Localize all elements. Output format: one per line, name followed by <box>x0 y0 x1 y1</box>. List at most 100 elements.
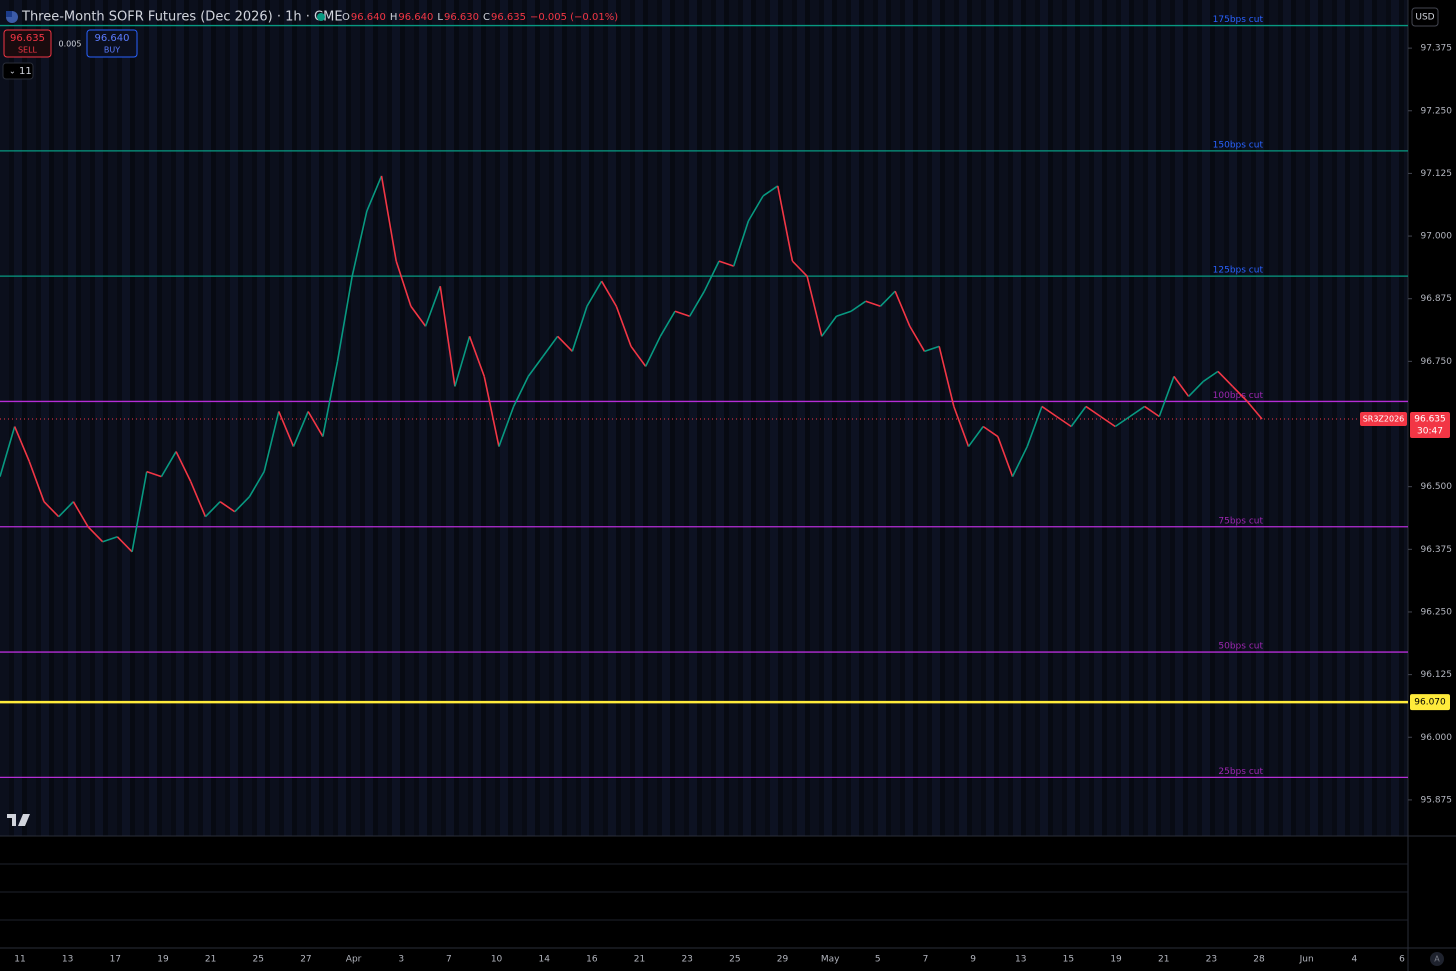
spread: 0.005 <box>59 40 82 49</box>
price-segment <box>263 411 280 472</box>
price-segment <box>644 335 662 367</box>
price-segment <box>366 175 383 212</box>
price-segment <box>600 280 618 307</box>
flag-icon <box>6 11 12 17</box>
y-tick-label: 96.250 <box>1421 607 1453 617</box>
price-segment <box>997 436 1014 477</box>
price-segment <box>248 471 265 498</box>
y-tick-label: 96.500 <box>1421 482 1453 492</box>
alert-label: 96.070 <box>1414 698 1446 708</box>
level-label: 75bps cut <box>1218 516 1263 526</box>
price-segment <box>410 305 427 327</box>
chevron: ⌄ <box>9 67 16 76</box>
auto-scale-label: A <box>1434 955 1440 964</box>
price-segment <box>13 426 31 462</box>
price-segment <box>938 346 955 407</box>
price-segment <box>615 305 632 347</box>
price-segment <box>674 310 690 318</box>
auto-scale-button[interactable] <box>1430 952 1444 966</box>
buy-price: 96.640 <box>95 33 130 44</box>
price-tag <box>1410 412 1450 439</box>
price-segment <box>483 376 500 447</box>
price-segment <box>821 315 838 337</box>
price-segment <box>146 470 162 478</box>
y-tick-label: 96.375 <box>1421 545 1453 555</box>
x-tick-label: 21 <box>1158 955 1169 965</box>
price-segment <box>131 471 148 552</box>
ohlc-value: 96.630 <box>444 12 479 23</box>
y-tick-label: 96.750 <box>1421 357 1453 367</box>
price-segment <box>806 275 823 337</box>
price-segment <box>1158 376 1175 417</box>
x-tick-label: 4 <box>1351 955 1357 965</box>
sell-price: 96.635 <box>10 33 45 44</box>
price-segment <box>160 451 177 478</box>
market-status[interactable] <box>317 13 325 21</box>
price-segment <box>1070 405 1087 427</box>
price-segment <box>732 220 750 267</box>
x-tick-label: 3 <box>398 955 404 965</box>
countdown: 30:47 <box>1417 427 1443 437</box>
price-segment <box>102 536 118 543</box>
x-tick-label: 15 <box>1063 955 1074 965</box>
price-segment <box>307 411 324 437</box>
x-tick-label: 29 <box>777 955 789 965</box>
x-tick-label: 9 <box>970 955 976 965</box>
x-tick-label: 25 <box>253 955 264 965</box>
ohlc-key: O <box>342 12 350 23</box>
price-segment <box>909 325 926 352</box>
price-segment <box>351 210 368 277</box>
x-tick-label: 28 <box>1253 955 1265 965</box>
price-segment <box>967 426 984 448</box>
price-segment <box>28 461 45 502</box>
price-segment <box>1217 370 1234 387</box>
price-segment <box>380 175 397 262</box>
level-label: 100bps cut <box>1213 391 1264 401</box>
x-tick-label: 7 <box>446 955 452 965</box>
alert-tag <box>1410 694 1450 711</box>
price-segment <box>175 451 192 483</box>
price-segment <box>527 355 544 377</box>
price-segment <box>322 361 339 437</box>
indicators-toggle[interactable] <box>2 62 34 80</box>
price-segment <box>894 290 911 327</box>
price-segment <box>1188 380 1204 398</box>
tradingview-logo[interactable] <box>7 814 30 826</box>
price-segment <box>1246 400 1263 420</box>
price-segment <box>703 260 720 292</box>
price-segment <box>586 280 603 307</box>
price-segment <box>292 411 309 447</box>
y-tick-label: 97.125 <box>1421 169 1453 179</box>
price-segment <box>468 336 486 377</box>
x-tick-label: May <box>821 955 840 965</box>
price-label: 96.635 <box>1414 415 1446 425</box>
level-label: 150bps cut <box>1213 140 1264 150</box>
price-segment <box>1100 415 1116 428</box>
sell-button[interactable] <box>3 29 52 58</box>
y-tick-label: 95.875 <box>1421 795 1453 805</box>
price-segment <box>982 425 999 438</box>
currency-button[interactable] <box>1411 7 1439 27</box>
y-tick-label: 97.375 <box>1421 44 1453 54</box>
buy-button[interactable] <box>86 29 138 58</box>
price-segment <box>395 260 412 307</box>
price-segment <box>718 260 734 267</box>
ohlc-key: H <box>390 12 398 23</box>
price-segment <box>953 406 970 447</box>
indicator-count: 11 <box>19 66 32 77</box>
x-tick-label: 14 <box>538 955 550 965</box>
x-tick-label: 7 <box>923 955 929 965</box>
price-segment <box>747 195 764 222</box>
price-segment <box>439 286 456 387</box>
x-tick-label: Jun <box>1299 955 1314 965</box>
x-tick-label: 25 <box>729 955 740 965</box>
price-segment <box>219 501 236 513</box>
price-segment <box>58 501 74 518</box>
price-segment <box>850 300 867 312</box>
price-segment <box>630 345 647 367</box>
price-segment <box>0 426 16 477</box>
price-segment <box>190 481 207 518</box>
price-segment <box>791 260 808 277</box>
